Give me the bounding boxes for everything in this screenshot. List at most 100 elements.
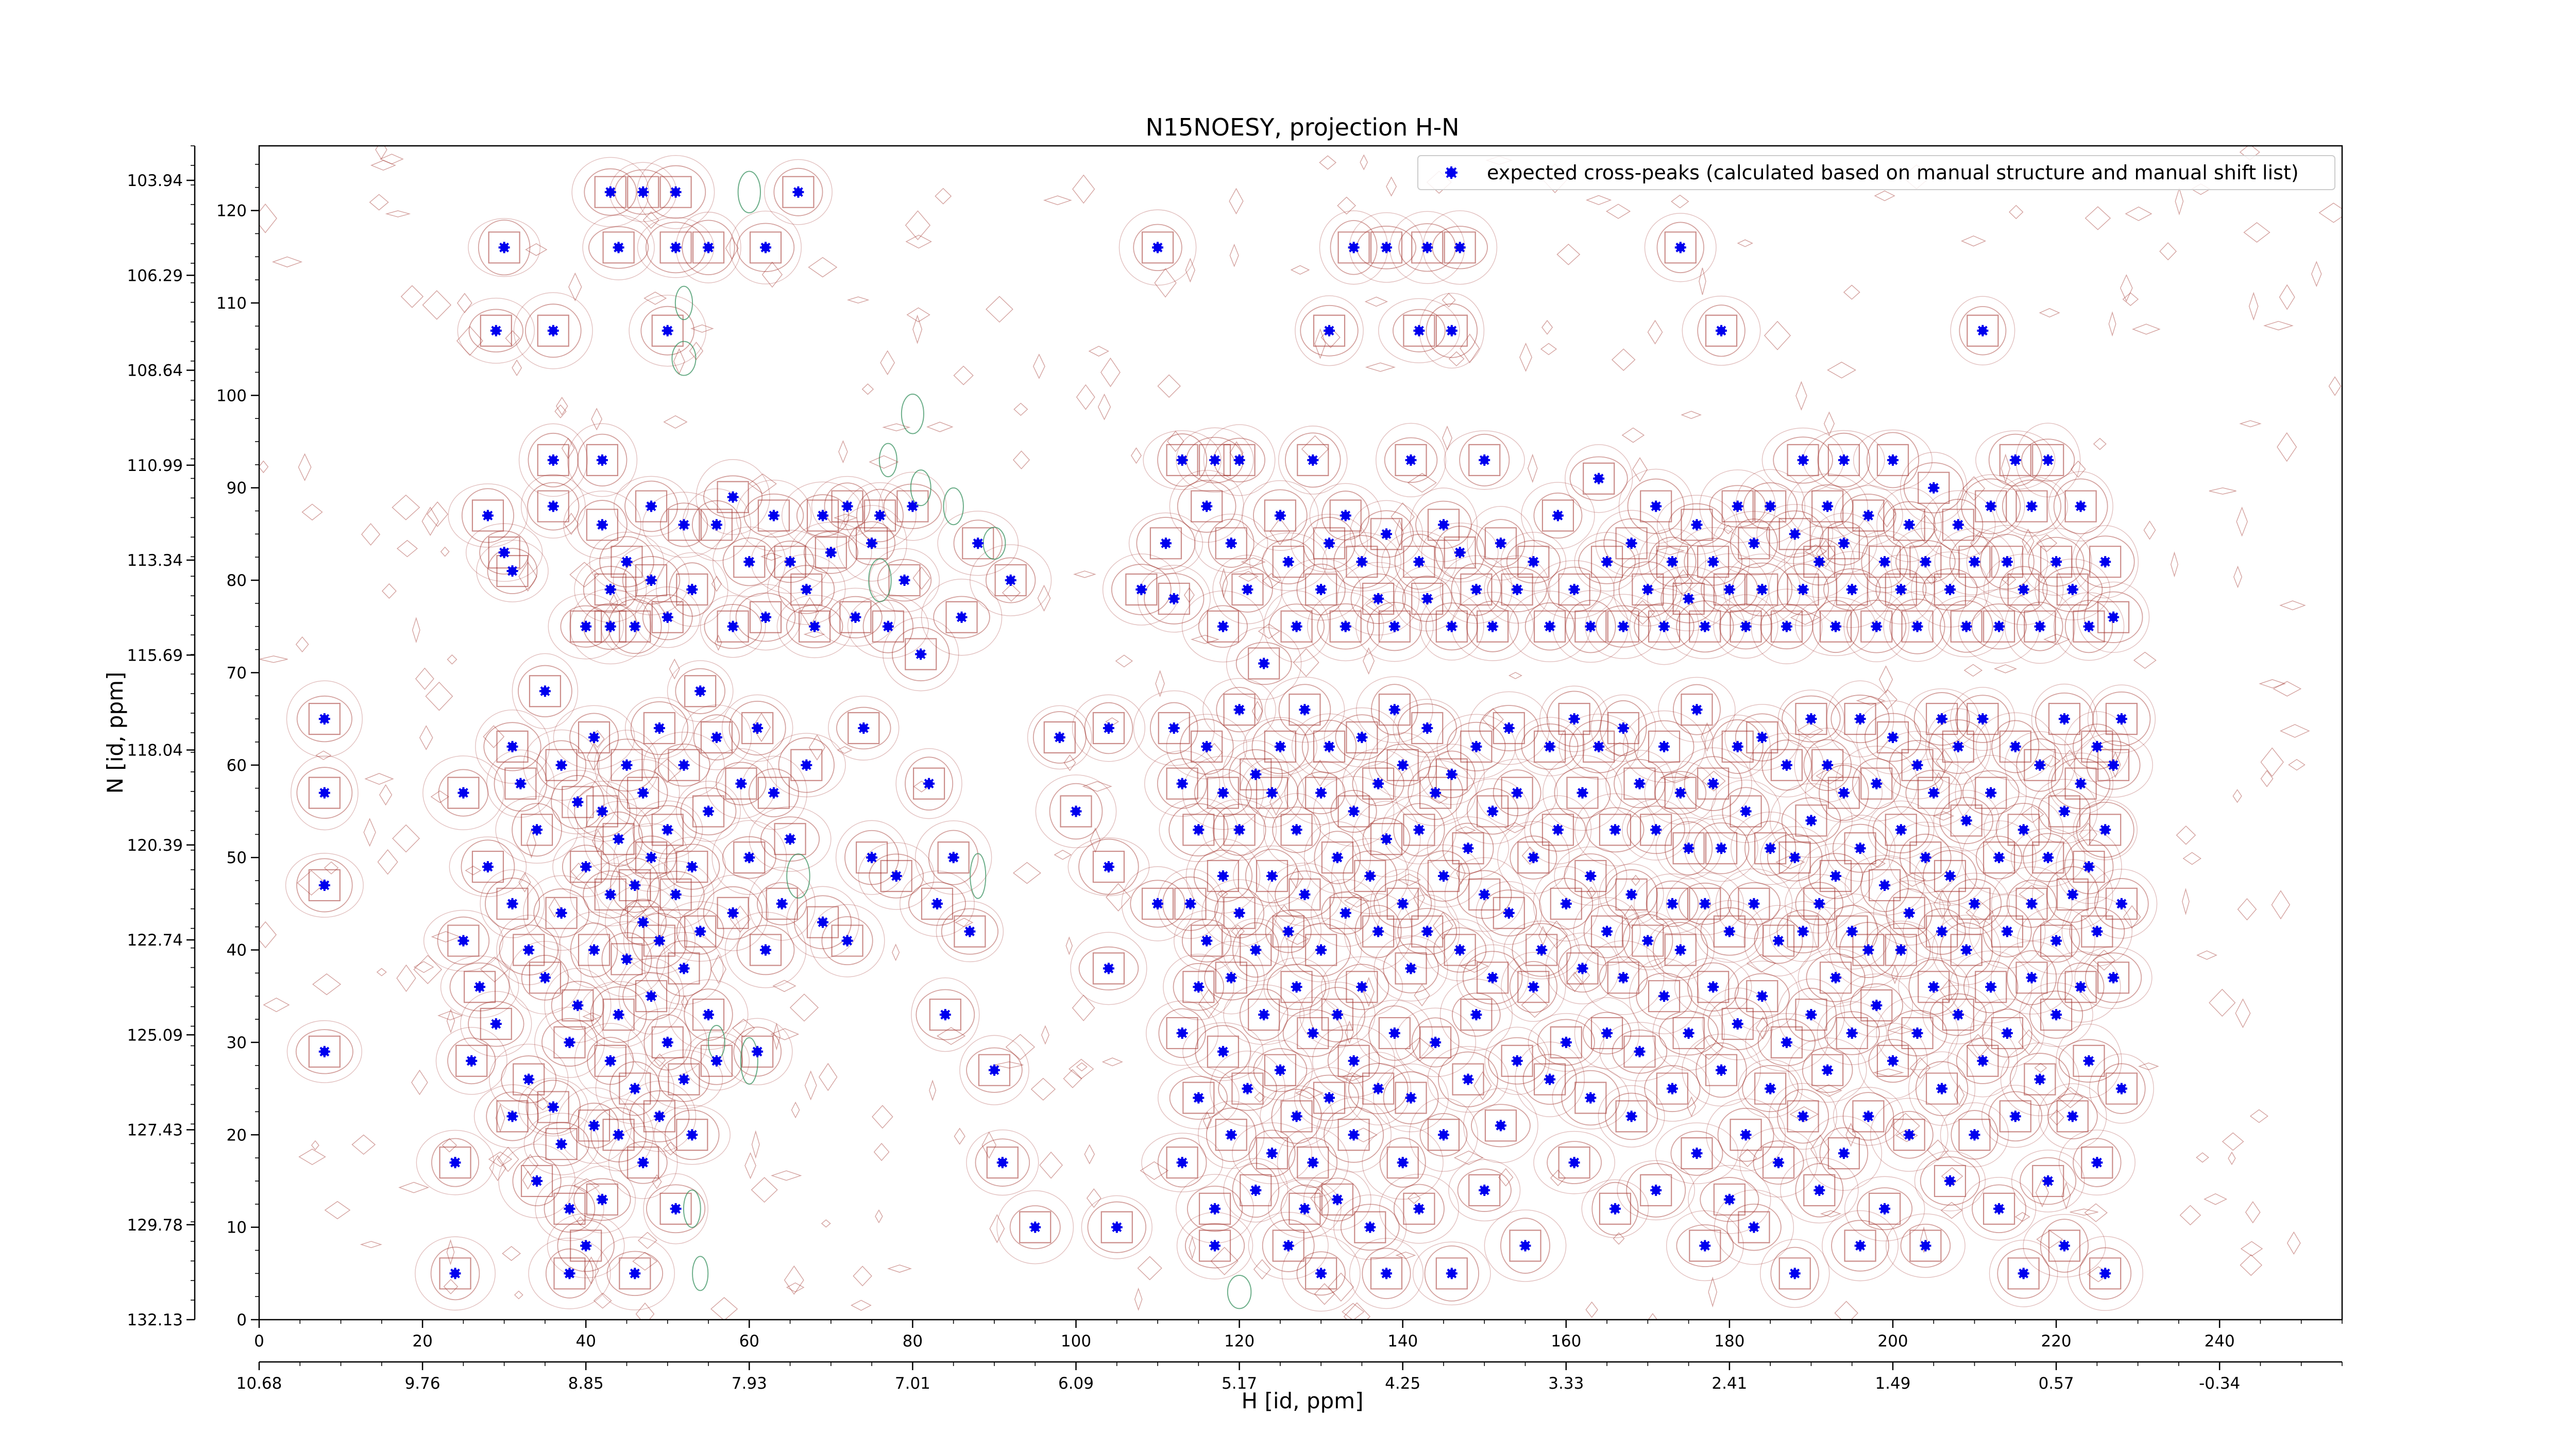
contour-ring	[1296, 1251, 1346, 1296]
cross-peak-point	[1070, 805, 1082, 817]
contour-ring	[1999, 566, 2048, 613]
contour-ring	[1785, 874, 1854, 934]
contour-ring	[637, 861, 715, 929]
contour-ring	[1812, 551, 1892, 628]
contour-ring	[1501, 777, 1533, 809]
contour-ring	[1223, 984, 1304, 1045]
contour-ring	[692, 231, 725, 264]
contour-ring	[1231, 573, 1264, 606]
contour-ring	[610, 857, 660, 913]
contour-ring	[757, 499, 790, 532]
contour-ring	[1198, 941, 1265, 1015]
contour-ring	[1788, 1037, 1867, 1103]
contour-ring	[749, 601, 782, 633]
contour-ring	[1591, 1182, 1639, 1236]
contour-ring	[656, 940, 712, 997]
cross-peak-point	[1920, 556, 1931, 568]
contour-ring	[843, 482, 917, 549]
contour-ring	[1721, 490, 1754, 523]
contour-ring	[1526, 934, 1558, 966]
contour-ring	[1533, 866, 1599, 941]
cross-peak-point	[1291, 620, 1302, 632]
cross-peak-point	[1879, 880, 1891, 891]
contour-ring	[1330, 220, 1378, 275]
contour-ring	[1778, 841, 1811, 874]
contour-ring	[824, 482, 871, 530]
cross-peak-point	[564, 1203, 575, 1215]
contour-ring	[606, 759, 680, 827]
cross-peak-point	[907, 500, 919, 512]
cross-peak-point	[1740, 620, 1752, 632]
contour-ring	[2051, 757, 2111, 810]
contour-ring	[1222, 566, 1273, 613]
contour-ring	[1493, 897, 1525, 929]
contour-ring	[1812, 600, 1859, 653]
contour-ring	[1471, 1104, 1531, 1148]
contour-ring	[1317, 603, 1375, 650]
contour-ring	[447, 777, 480, 809]
contour-ring	[1583, 904, 1631, 958]
contour-ring	[1660, 574, 1717, 624]
cross-peak-point	[318, 787, 330, 799]
cross-peak-point	[1814, 898, 1825, 909]
contour-ring	[1636, 972, 1692, 1020]
cross-peak-point	[1797, 584, 1809, 595]
cross-peak-point	[1830, 620, 1841, 632]
contour-ring	[556, 1087, 632, 1164]
contour-ring	[1656, 546, 1688, 578]
contour-ring	[1648, 536, 1697, 587]
cross-peak-point	[1977, 325, 1989, 336]
contour-ring	[1939, 922, 1993, 978]
contour-ring	[2084, 952, 2142, 1003]
contour-ring	[1166, 1146, 1198, 1179]
contour-ring	[638, 805, 697, 855]
contour-ring	[1770, 610, 1803, 643]
contour-ring	[2089, 1053, 2154, 1124]
contour-ring	[1272, 806, 1321, 853]
contour-ring	[700, 721, 733, 754]
contour-ring	[1324, 707, 1400, 768]
contour-ring	[1223, 694, 1256, 726]
contour-ring	[629, 295, 707, 367]
contour-ring	[1378, 298, 1460, 363]
contour-ring	[959, 1035, 1029, 1105]
contour-ring	[597, 738, 657, 792]
contour-ring	[1756, 504, 1834, 564]
contour-ring	[848, 712, 880, 745]
contour-ring	[883, 483, 942, 529]
cross-peak-point	[1944, 1175, 1956, 1187]
contour-ring	[704, 604, 762, 649]
contour-ring	[1711, 780, 1781, 843]
contour-ring	[595, 1053, 674, 1124]
contour-ring	[1223, 814, 1256, 846]
contour-ring	[1307, 592, 1384, 662]
contour-ring	[448, 483, 528, 548]
contour-ring	[1656, 1072, 1688, 1105]
contour-ring	[1925, 708, 1991, 785]
contour-ring	[512, 653, 579, 729]
contour-ring	[1378, 610, 1411, 643]
contour-ring	[1738, 1211, 1770, 1243]
cross-peak-point	[2108, 759, 2120, 771]
contour-ring	[1255, 897, 1321, 966]
contour-ring	[1982, 610, 2015, 643]
contour-ring	[1700, 907, 1759, 956]
contour-ring	[1313, 314, 1346, 347]
cross-peak-point	[2091, 1157, 2103, 1169]
contour-ring	[1590, 546, 1623, 578]
contour-ring	[586, 509, 619, 541]
cross-peak-point	[1691, 704, 1703, 716]
cross-peak-point	[1699, 620, 1711, 632]
cross-peak-point	[2075, 500, 2087, 512]
contour-ring	[583, 870, 638, 919]
contour-ring	[668, 749, 700, 781]
cross-peak-point	[1176, 1027, 1188, 1039]
contour-ring	[1920, 1156, 1980, 1206]
cross-peak-point	[1405, 454, 1417, 466]
contour-ring	[1335, 714, 1389, 761]
cross-peak-point	[1233, 824, 1245, 836]
contour-ring	[916, 989, 975, 1040]
contour-ring	[1524, 795, 1592, 865]
contour-ring	[1870, 1098, 1948, 1172]
contour-ring	[1297, 1146, 1329, 1179]
